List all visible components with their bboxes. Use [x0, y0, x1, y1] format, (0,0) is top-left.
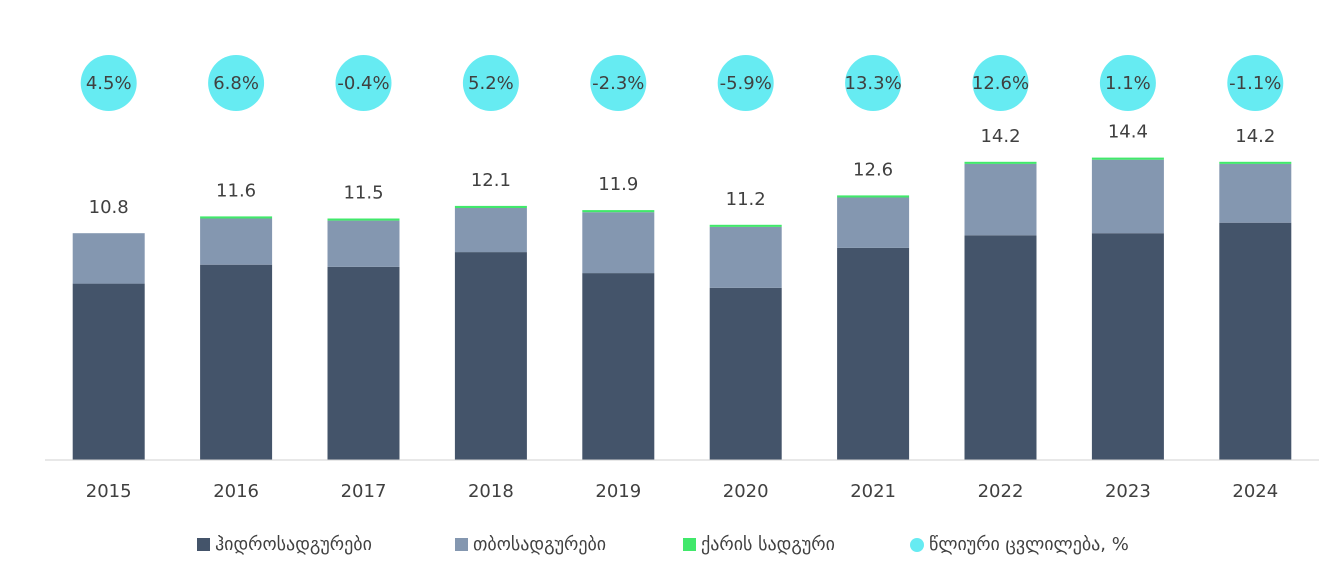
- bar-segment: [709, 226, 782, 288]
- bar-segment: [1219, 163, 1292, 223]
- total-label: 14.4: [1108, 122, 1148, 143]
- change-marker: [972, 55, 1029, 111]
- x-tick-label: 2017: [341, 481, 387, 502]
- change-label: -0.4%: [337, 73, 389, 94]
- change-label: 5.2%: [468, 73, 514, 94]
- change-marker: [335, 55, 392, 111]
- change-marker: [80, 55, 137, 111]
- change-label: 12.6%: [972, 73, 1029, 94]
- legend-swatch: [197, 538, 210, 551]
- total-label: 12.1: [471, 170, 511, 191]
- x-tick-label: 2016: [213, 481, 259, 502]
- x-tick-label: 2021: [850, 481, 896, 502]
- total-label: 10.8: [89, 197, 129, 218]
- bar-segment: [327, 266, 400, 460]
- bar-segment: [200, 216, 273, 219]
- bar-segment: [964, 161, 1037, 164]
- change-marker: [1227, 55, 1284, 111]
- change-label: 6.8%: [213, 73, 259, 94]
- x-tick-label: 2018: [468, 481, 514, 502]
- bar-segment: [582, 273, 655, 460]
- bar-segment: [454, 252, 527, 460]
- bar-segment: [964, 163, 1037, 236]
- change-marker: [1099, 55, 1156, 111]
- total-label: 11.2: [726, 189, 766, 210]
- legend-swatch: [910, 538, 924, 552]
- total-label: 14.2: [1235, 126, 1275, 147]
- legend-swatch: [683, 538, 696, 551]
- x-tick-label: 2023: [1105, 481, 1151, 502]
- x-tick-label: 2020: [723, 481, 769, 502]
- bar-segment: [837, 247, 910, 460]
- change-label: 13.3%: [845, 73, 902, 94]
- bar-segment: [709, 224, 782, 227]
- change-marker: [845, 55, 902, 111]
- x-tick-label: 2022: [978, 481, 1024, 502]
- bar-segment: [200, 218, 273, 265]
- bar-segment: [1091, 233, 1164, 460]
- change-marker: [208, 55, 265, 111]
- change-marker: [590, 55, 647, 111]
- bar-segment: [200, 264, 273, 460]
- change-label: -5.9%: [720, 73, 772, 94]
- bar-segment: [709, 287, 782, 460]
- x-tick-label: 2024: [1232, 481, 1278, 502]
- bar-segment: [1219, 222, 1292, 460]
- change-marker: [717, 55, 774, 111]
- bar-segment: [582, 210, 655, 213]
- bar-segment: [72, 233, 145, 284]
- change-marker: [462, 55, 519, 111]
- bar-segment: [1091, 157, 1164, 160]
- legend-swatch: [455, 538, 468, 551]
- bar-segment: [454, 208, 527, 253]
- bar-segment: [837, 195, 910, 198]
- legend-label: წლიური ცვლილება, %: [929, 534, 1129, 555]
- bar-segment: [964, 235, 1037, 460]
- total-label: 11.9: [598, 174, 638, 195]
- legend-label: თბოსადგურები: [473, 534, 606, 555]
- bar-segment: [327, 218, 400, 221]
- bar-segment: [1219, 161, 1292, 164]
- change-label: 1.1%: [1105, 73, 1151, 94]
- change-label: -1.1%: [1229, 73, 1281, 94]
- x-tick-label: 2015: [86, 481, 132, 502]
- legend-label: ჰიდროსადგურები: [215, 534, 372, 555]
- bar-segment: [327, 220, 400, 267]
- total-label: 14.2: [980, 126, 1020, 147]
- bar-segment: [454, 205, 527, 208]
- total-label: 11.5: [343, 183, 383, 204]
- bar-segment: [582, 212, 655, 274]
- bar-segment: [837, 197, 910, 248]
- legend-label: ქარის სადგური: [701, 534, 835, 555]
- total-label: 11.6: [216, 180, 256, 201]
- bar-segment: [1091, 159, 1164, 234]
- change-label: -2.3%: [592, 73, 644, 94]
- bar-segment: [72, 283, 145, 460]
- x-tick-label: 2019: [595, 481, 641, 502]
- change-label: 4.5%: [86, 73, 132, 94]
- total-label: 12.6: [853, 159, 893, 180]
